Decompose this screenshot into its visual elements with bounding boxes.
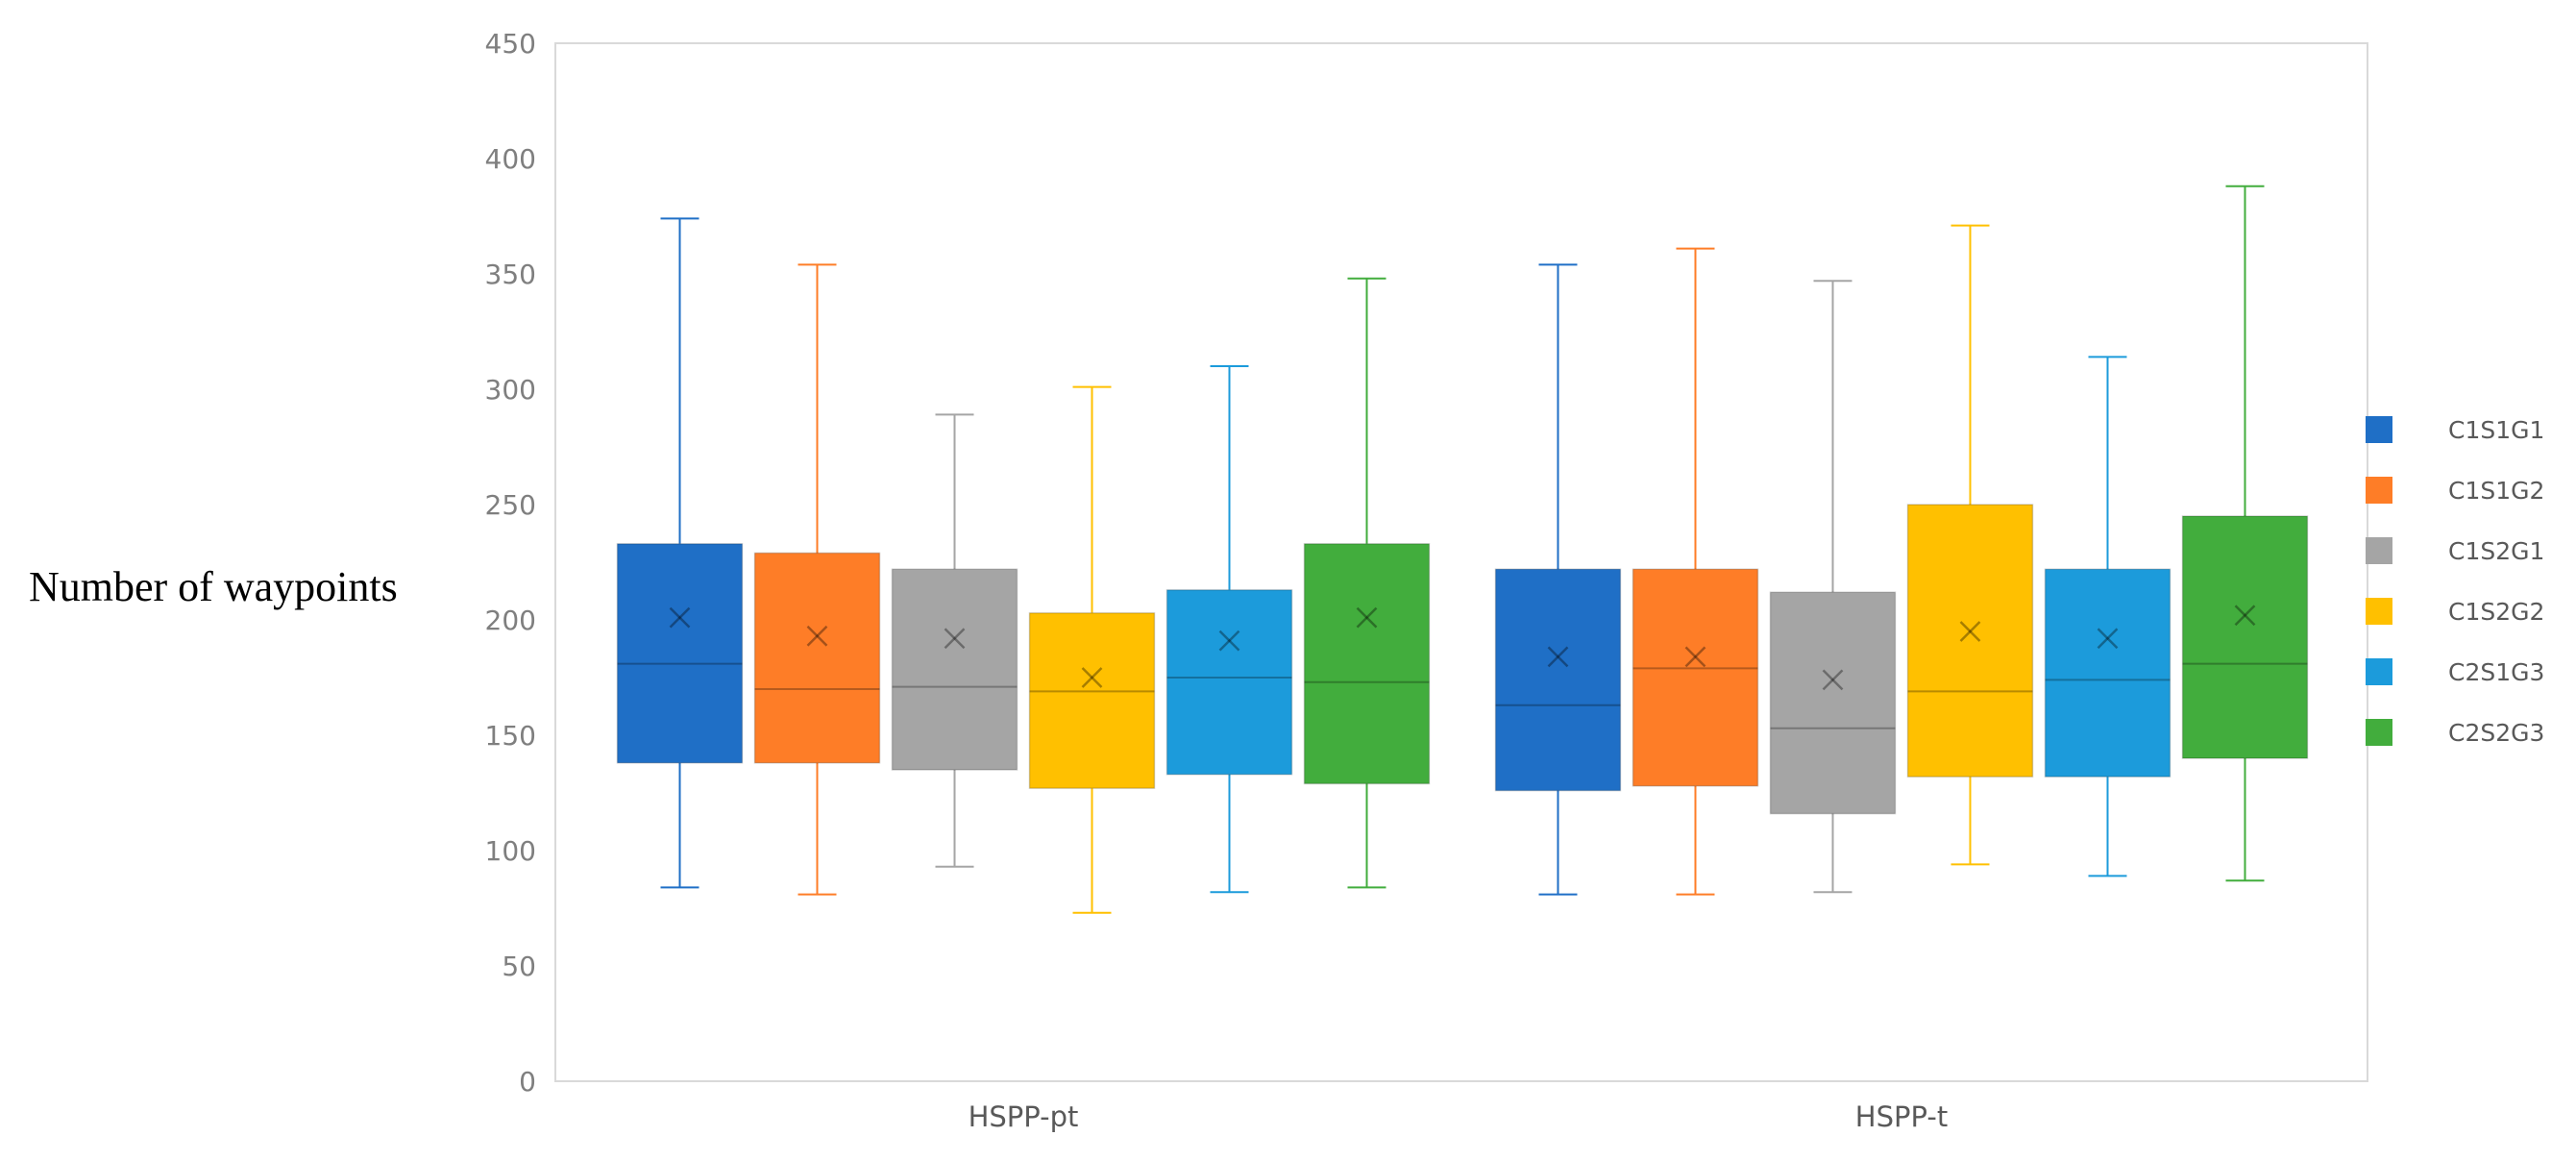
legend-swatch	[2366, 416, 2392, 443]
box-C2S1G3-HSPP-pt	[1165, 365, 1293, 894]
mean-marker-stroke	[806, 625, 828, 647]
mean-marker	[2097, 628, 2119, 650]
y-tick-label: 250	[485, 489, 536, 521]
mean-marker	[1081, 667, 1103, 688]
mean-marker-stroke	[1822, 669, 1844, 691]
mean-marker-stroke	[1547, 646, 1569, 668]
mean-marker	[1684, 646, 1706, 668]
mean-marker-stroke	[1547, 646, 1569, 668]
x-axis-ticks: HSPP-pt HSPP-t	[969, 1100, 1949, 1133]
mean-marker-stroke	[2097, 628, 2119, 650]
legend-item-C1S1G2: C1S1G2	[2366, 477, 2544, 505]
x-tick-label: HSPP-pt	[969, 1100, 1079, 1133]
mean-marker	[1822, 669, 1844, 691]
box-C1S2G2-HSPP-t	[1906, 224, 2034, 866]
mean-marker-stroke	[1684, 646, 1706, 668]
y-tick-label: 350	[485, 259, 536, 290]
box-C1S2G2-HSPP-pt	[1028, 385, 1156, 914]
mean-marker	[1547, 646, 1569, 668]
iqr-box	[2044, 568, 2171, 778]
mean-marker-stroke	[1959, 621, 1981, 642]
y-tick-label: 300	[485, 374, 536, 406]
iqr-box	[1631, 568, 1759, 787]
y-tick-label: 50	[502, 951, 536, 982]
legend-swatch	[2366, 477, 2392, 504]
iqr-box	[891, 568, 1018, 771]
y-axis-ticks: 0 50 100 150 200 250 300 350 400 450	[485, 28, 536, 1098]
legend-label: C1S1G1	[2448, 416, 2544, 444]
mean-marker-stroke	[1822, 669, 1844, 691]
iqr-box	[1303, 543, 1431, 785]
mean-marker-stroke	[1081, 667, 1103, 688]
iqr-box	[1165, 589, 1293, 776]
mean-marker-stroke	[2234, 605, 2256, 627]
mean-marker	[1218, 630, 1240, 652]
mean-marker	[944, 628, 966, 650]
box-C1S2G1-HSPP-pt	[891, 413, 1018, 868]
mean-marker	[2234, 605, 2256, 627]
box-C1S1G1-HSPP-t	[1494, 263, 1622, 896]
legend-label: C1S2G2	[2448, 598, 2544, 626]
mean-marker-stroke	[1684, 646, 1706, 668]
legend-swatch	[2366, 598, 2392, 625]
legend-label: C1S2G1	[2448, 537, 2544, 565]
box-C1S1G2-HSPP-t	[1631, 247, 1759, 896]
x-tick-label: HSPP-t	[1855, 1100, 1948, 1133]
legend-item-C2S1G3: C2S1G3	[2366, 658, 2544, 686]
y-tick-label: 450	[485, 28, 536, 60]
y-tick-label: 100	[485, 835, 536, 867]
mean-marker-stroke	[944, 628, 966, 650]
box-series	[616, 185, 2309, 914]
mean-marker-stroke	[2234, 605, 2256, 627]
iqr-box	[1494, 568, 1622, 792]
mean-marker	[806, 625, 828, 647]
mean-marker	[1959, 621, 1981, 642]
legend: C1S1G1 C1S1G2 C1S2G1 C1S2G2 C2S1G3 C2S2G3	[2366, 416, 2544, 747]
mean-marker-stroke	[806, 625, 828, 647]
mean-marker	[669, 606, 691, 629]
y-axis-label: Number of waypoints	[29, 563, 398, 610]
iqr-box	[1028, 612, 1156, 789]
mean-marker-stroke	[2097, 628, 2119, 650]
legend-item-C1S1G1: C1S1G1	[2366, 416, 2544, 444]
y-tick-label: 400	[485, 143, 536, 175]
mean-marker-stroke	[1959, 621, 1981, 642]
mean-marker-stroke	[1356, 606, 1378, 629]
box-C2S2G3-HSPP-pt	[1303, 277, 1431, 889]
legend-swatch	[2366, 658, 2392, 685]
mean-marker-stroke	[669, 606, 691, 629]
mean-marker-stroke	[1356, 606, 1378, 629]
mean-marker	[1356, 606, 1378, 629]
mean-marker-stroke	[1218, 630, 1240, 652]
legend-label: C1S1G2	[2448, 477, 2544, 505]
box-C2S2G3-HSPP-t	[2181, 185, 2309, 882]
iqr-box	[2181, 515, 2309, 759]
legend-item-C1S2G1: C1S2G1	[2366, 537, 2544, 565]
y-tick-label: 150	[485, 720, 536, 752]
mean-marker-stroke	[944, 628, 966, 650]
iqr-box	[616, 543, 744, 764]
legend-swatch	[2366, 537, 2392, 564]
iqr-box	[1769, 591, 1897, 815]
box-C1S1G1-HSPP-pt	[616, 217, 744, 889]
legend-label: C2S1G3	[2448, 658, 2544, 686]
legend-item-C2S2G3: C2S2G3	[2366, 719, 2544, 747]
mean-marker-stroke	[1081, 667, 1103, 688]
legend-label: C2S2G3	[2448, 719, 2544, 747]
mean-marker-stroke	[669, 606, 691, 629]
y-tick-label: 0	[519, 1066, 536, 1098]
box-C2S1G3-HSPP-t	[2044, 356, 2171, 877]
iqr-box	[753, 552, 881, 764]
legend-swatch	[2366, 719, 2392, 746]
legend-item-C1S2G2: C1S2G2	[2366, 598, 2544, 626]
box-C1S2G1-HSPP-t	[1769, 280, 1897, 894]
mean-marker-stroke	[1218, 630, 1240, 652]
y-tick-label: 200	[485, 605, 536, 636]
box-C1S1G2-HSPP-pt	[753, 263, 881, 896]
iqr-box	[1906, 504, 2034, 778]
